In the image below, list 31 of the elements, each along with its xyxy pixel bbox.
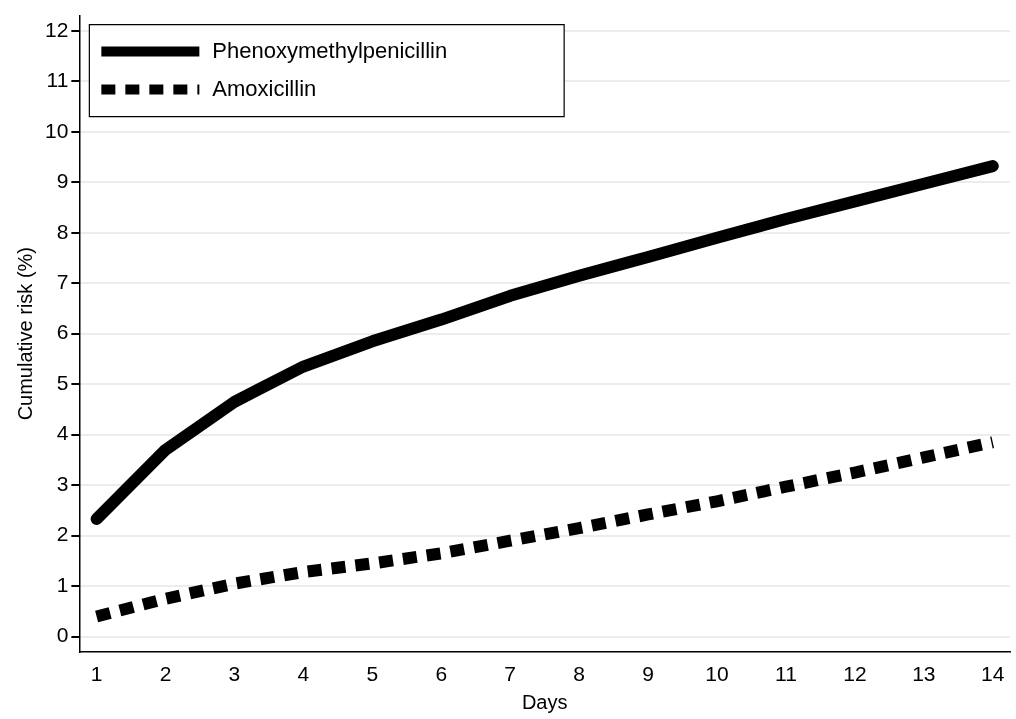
y-tick-label: 7 [56,270,69,293]
y-tick-label: 6 [56,320,69,344]
y-tick-label: 10 [45,118,69,142]
y-tick-label: 4 [56,421,69,445]
y-tick-label: 2 [56,522,69,546]
x-tick-label: 14 [981,662,1005,686]
x-tick-label: 2 [159,662,172,686]
x-tick-label: 10 [705,662,729,686]
y-tick-label: 8 [56,219,69,243]
y-tick-label: 12 [45,17,69,41]
legend-label: Phenoxymethylpenicillin [212,37,448,63]
x-tick-label: 8 [573,662,585,686]
x-tick-label: 6 [435,662,448,686]
legend-label: Amoxicillin [212,75,317,101]
y-tick-label: 3 [56,471,69,495]
x-tick-label: 3 [228,662,241,686]
y-tick-label: 9 [56,169,69,193]
x-axis-title: Days [521,690,568,713]
x-tick-label: 12 [843,662,867,686]
x-tick-label: 5 [366,662,379,686]
y-axis-title: Cumulative risk (%) [13,247,36,421]
x-tick-label: 1 [90,662,103,686]
x-tick-label: 11 [775,662,797,686]
y-tick-label: 1 [56,572,69,596]
y-tick-label: 5 [56,370,69,394]
x-tick-label: 13 [912,662,936,686]
x-tick-label: 7 [504,662,517,686]
y-tick-label: 11 [46,68,69,92]
x-tick-label: 9 [642,662,654,686]
x-tick-label: 4 [297,662,310,686]
y-tick-label: 0 [56,623,69,647]
